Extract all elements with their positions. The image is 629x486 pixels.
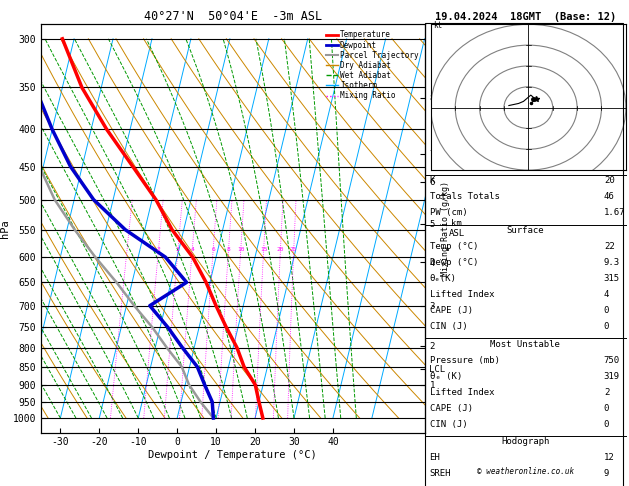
Text: 12: 12 <box>604 453 615 463</box>
Text: EH: EH <box>430 453 440 463</box>
Y-axis label: hPa: hPa <box>0 219 9 238</box>
Text: Most Unstable: Most Unstable <box>490 340 560 349</box>
Text: 4: 4 <box>190 247 194 252</box>
Text: 315: 315 <box>604 274 620 283</box>
Text: 2: 2 <box>604 388 610 397</box>
Text: kt: kt <box>433 21 443 31</box>
Text: 9: 9 <box>604 469 610 479</box>
X-axis label: Dewpoint / Temperature (°C): Dewpoint / Temperature (°C) <box>148 450 317 460</box>
Text: 8: 8 <box>226 247 230 252</box>
Text: 10: 10 <box>237 247 245 252</box>
Text: CAPE (J): CAPE (J) <box>430 404 472 413</box>
Text: 46: 46 <box>604 192 615 202</box>
Text: Lifted Index: Lifted Index <box>430 388 494 397</box>
Title: 40°27'N  50°04'E  -3m ASL: 40°27'N 50°04'E -3m ASL <box>143 10 322 23</box>
Text: 1.67: 1.67 <box>604 208 625 218</box>
Text: 0: 0 <box>604 420 610 429</box>
Text: CIN (J): CIN (J) <box>430 420 467 429</box>
Text: 4: 4 <box>604 290 610 299</box>
Text: Pressure (mb): Pressure (mb) <box>430 356 499 365</box>
Text: PW (cm): PW (cm) <box>430 208 467 218</box>
Text: 0: 0 <box>604 404 610 413</box>
Text: 0: 0 <box>604 322 610 331</box>
Text: Totals Totals: Totals Totals <box>430 192 499 202</box>
Y-axis label: km
ASL: km ASL <box>448 219 465 238</box>
Text: SREH: SREH <box>430 469 451 479</box>
Text: 750: 750 <box>604 356 620 365</box>
Text: Surface: Surface <box>506 226 544 235</box>
Text: 25: 25 <box>290 247 298 252</box>
Text: 20: 20 <box>604 176 615 186</box>
Text: θₑ (K): θₑ (K) <box>430 372 462 381</box>
Text: 22: 22 <box>604 242 615 251</box>
Text: 19.04.2024  18GMT  (Base: 12): 19.04.2024 18GMT (Base: 12) <box>435 12 616 22</box>
Text: 0: 0 <box>604 306 610 315</box>
Text: 6: 6 <box>211 247 215 252</box>
Text: 3: 3 <box>176 247 180 252</box>
Text: 9.3: 9.3 <box>604 258 620 267</box>
Text: Dewp (°C): Dewp (°C) <box>430 258 478 267</box>
Text: CIN (J): CIN (J) <box>430 322 467 331</box>
Text: 319: 319 <box>604 372 620 381</box>
Text: θₑ(K): θₑ(K) <box>430 274 457 283</box>
Text: Hodograph: Hodograph <box>501 437 549 447</box>
Text: Mixing Ratio (g/kg): Mixing Ratio (g/kg) <box>441 181 450 276</box>
Text: K: K <box>430 176 435 186</box>
Text: 15: 15 <box>260 247 267 252</box>
Text: Temp (°C): Temp (°C) <box>430 242 478 251</box>
Text: 2: 2 <box>157 247 160 252</box>
Text: Lifted Index: Lifted Index <box>430 290 494 299</box>
Text: CAPE (J): CAPE (J) <box>430 306 472 315</box>
Legend: Temperature, Dewpoint, Parcel Trajectory, Dry Adiabat, Wet Adiabat, Isotherm, Mi: Temperature, Dewpoint, Parcel Trajectory… <box>324 28 421 103</box>
Text: 20: 20 <box>277 247 284 252</box>
Text: © weatheronline.co.uk: © weatheronline.co.uk <box>477 467 574 476</box>
